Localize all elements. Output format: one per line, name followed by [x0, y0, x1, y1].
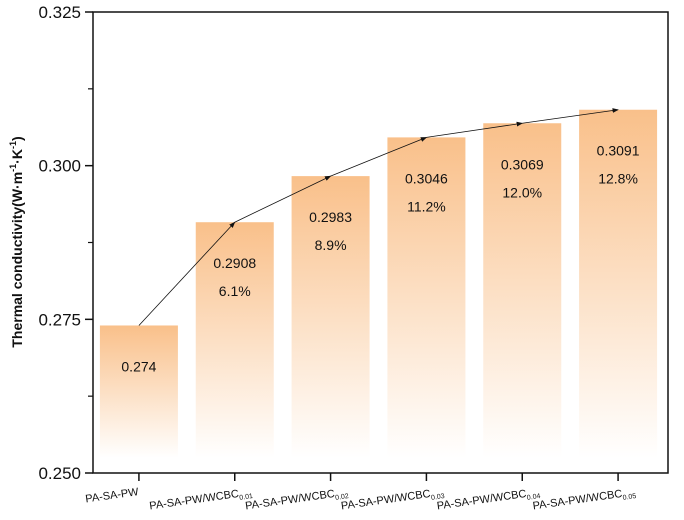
- bar: [579, 109, 658, 459]
- increase-label: 12.8%: [598, 171, 638, 187]
- bar: [483, 123, 562, 458]
- trend-arrow: [234, 175, 332, 223]
- increase-label: 8.9%: [315, 237, 347, 253]
- trend-arrow: [138, 221, 236, 326]
- trend-arrow: [522, 108, 619, 124]
- value-label: 0.3069: [501, 156, 544, 172]
- y-tick-label: 0.275: [38, 310, 81, 329]
- y-tick-label: 0.325: [38, 3, 81, 22]
- bar: [291, 176, 370, 458]
- bar: [195, 222, 274, 458]
- trend-arrow: [426, 121, 524, 138]
- x-tick-label: PA-SA-PW/WCBC0.01: [149, 486, 254, 514]
- y-axis-label: Thermal conductivity(W·m-1·K-1): [8, 136, 25, 347]
- value-label: 0.274: [121, 358, 156, 374]
- value-label: 0.3091: [597, 143, 640, 159]
- bar: [99, 325, 178, 458]
- x-tick-label: PA-SA-PW/WCBC0.04: [436, 486, 541, 514]
- x-tick-label: PA-SA-PW/WCBC0.03: [340, 486, 445, 514]
- value-label: 0.2908: [213, 255, 256, 271]
- x-tick-label: PA-SA-PW/WCBC0.05: [532, 486, 637, 514]
- bar: [387, 137, 466, 458]
- value-label: 0.3046: [405, 170, 448, 186]
- increase-label: 11.2%: [407, 198, 446, 214]
- x-tick-label: PA-SA-PW/WCBC0.02: [244, 486, 349, 514]
- y-tick-label: 0.250: [38, 464, 81, 483]
- increase-label: 12.0%: [502, 184, 542, 200]
- value-label: 0.2983: [309, 209, 352, 225]
- x-tick-label: PA-SA-PW: [85, 486, 140, 505]
- increase-label: 6.1%: [219, 283, 251, 299]
- trend-arrow: [330, 137, 428, 177]
- y-tick-label: 0.300: [38, 157, 81, 176]
